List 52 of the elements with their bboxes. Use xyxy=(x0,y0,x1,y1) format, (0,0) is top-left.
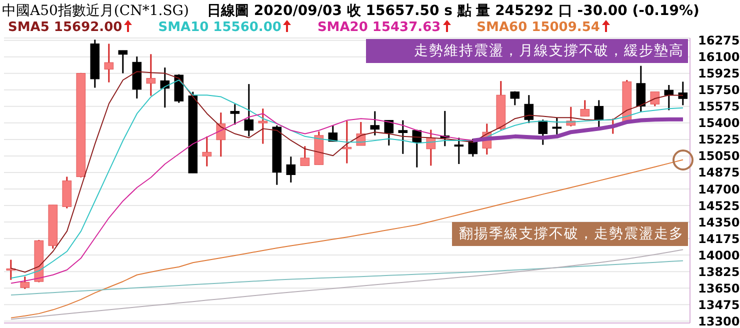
y-tick-label: 13650 xyxy=(698,281,740,296)
y-tick-label: 14875 xyxy=(698,166,740,180)
candlestick xyxy=(286,156,296,184)
candlestick xyxy=(118,50,128,74)
y-tick-label: 14700 xyxy=(698,182,740,196)
candlestick xyxy=(664,84,674,111)
y-tick-label: 13475 xyxy=(698,298,740,312)
y-tick-label: 13825 xyxy=(698,264,740,279)
candlestick xyxy=(594,99,604,130)
y-tick-label: 16100 xyxy=(698,50,740,64)
y-tick-label: 15575 xyxy=(698,100,740,114)
candlestick xyxy=(328,124,338,142)
chart-title: 中國A50指數近月(CN*1.SG) xyxy=(2,2,189,20)
y-tick-label: 14000 xyxy=(698,248,740,262)
y-tick-label: 15750 xyxy=(698,83,740,98)
y-tick-label: 14525 xyxy=(698,198,740,213)
candlestick xyxy=(104,43,114,84)
y-tick-label: 15925 xyxy=(698,66,740,81)
text: SMA10 15560.00 xyxy=(158,20,282,35)
candlestick xyxy=(636,65,646,113)
y-tick-label: 15050 xyxy=(698,149,740,164)
text: SMA5 15692.00 xyxy=(8,20,124,35)
y-tick-label: 13300 xyxy=(698,314,740,328)
candlestick xyxy=(524,94,534,124)
y-tick-label: 15225 xyxy=(698,132,740,147)
y-tick-label: 16275 xyxy=(698,34,740,48)
candlestick xyxy=(20,276,30,290)
candlestick xyxy=(230,103,240,126)
line-series xyxy=(10,260,684,296)
candlestick xyxy=(454,137,464,165)
candlestick xyxy=(160,66,170,108)
candlestick xyxy=(370,110,380,136)
candlestick xyxy=(244,83,254,138)
candlestick xyxy=(300,145,310,166)
text: SMA20 15437.63 xyxy=(317,20,442,35)
candlestick xyxy=(678,80,688,106)
candlestick xyxy=(580,99,590,117)
candlestick xyxy=(398,120,408,155)
y-tick-label: 15400 xyxy=(698,116,740,130)
line-series xyxy=(10,249,684,320)
text: SMA60 15009.54 xyxy=(476,20,601,35)
y-tick-label: 14175 xyxy=(698,232,740,246)
candlestick xyxy=(258,108,268,145)
candlestick xyxy=(146,53,156,97)
candlestick xyxy=(552,116,562,136)
candlestick xyxy=(202,136,212,168)
chart-subtitle: 日線圖 2020/09/03 收 15657.50 s 點 量 245292 口 -30.00 (-0.19%) xyxy=(206,2,700,20)
candlestick xyxy=(538,118,548,146)
y-tick-label: 14350 xyxy=(698,215,740,230)
candlestick xyxy=(650,91,660,107)
candlestick xyxy=(510,90,520,106)
candlestick xyxy=(384,119,394,146)
